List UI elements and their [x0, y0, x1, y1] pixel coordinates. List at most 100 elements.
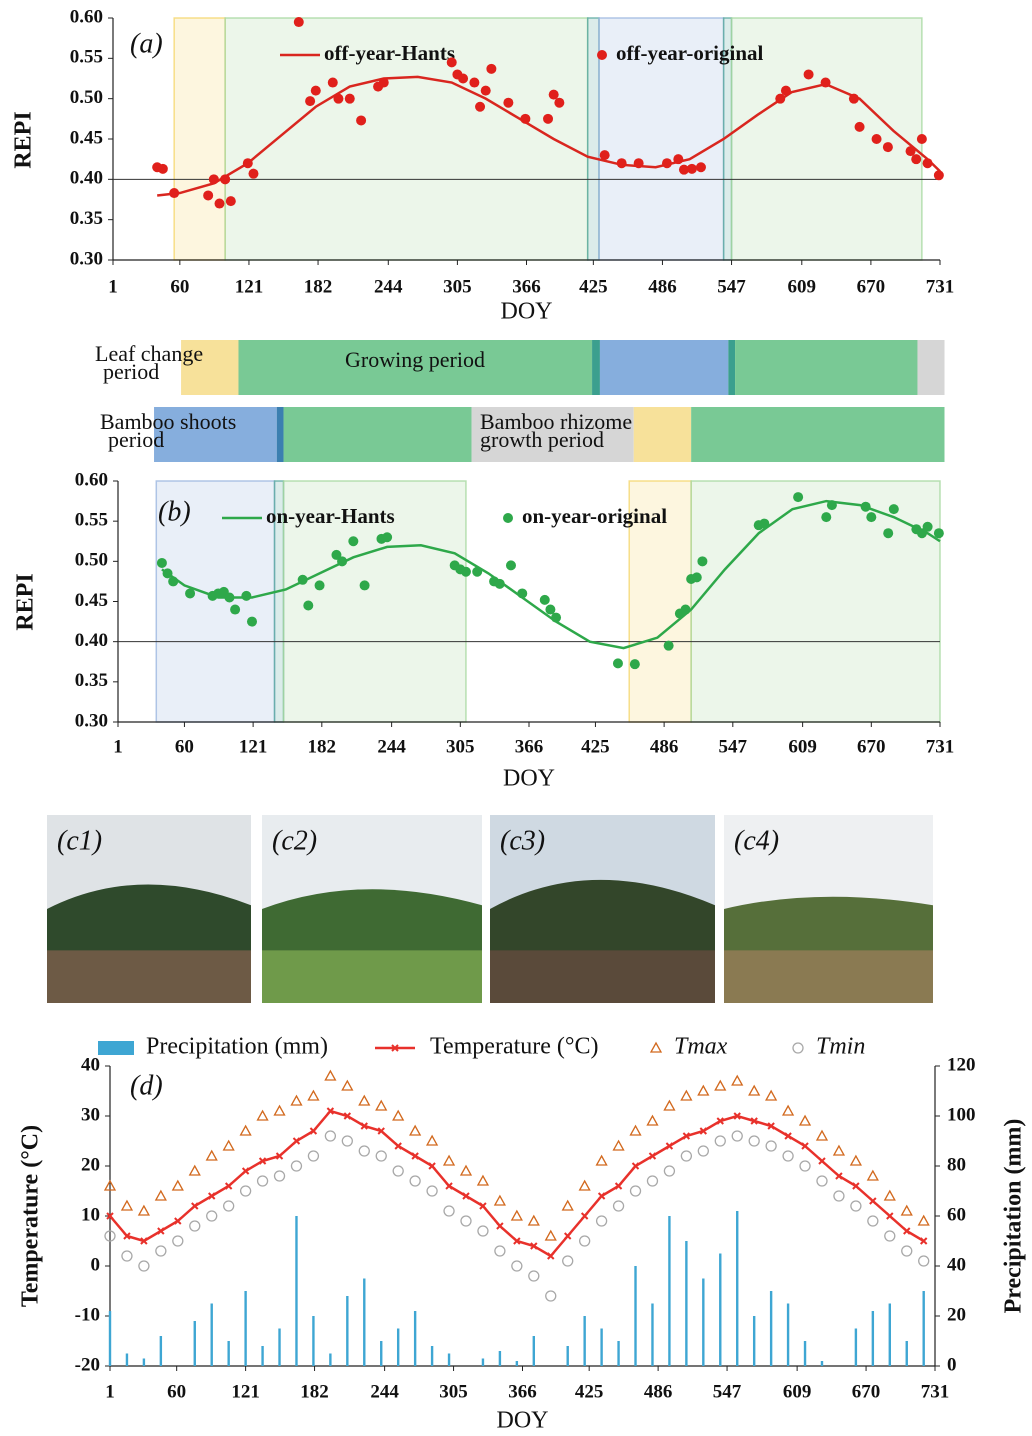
temp-marker	[733, 1112, 741, 1120]
period-band	[730, 17, 923, 261]
tmin-marker	[426, 1185, 438, 1197]
x-tick-label: 121	[235, 276, 264, 297]
tmin-marker	[816, 1175, 828, 1187]
point	[680, 604, 691, 615]
x-tick-label: 609	[783, 1381, 812, 1402]
y-tick-label: -10	[75, 1304, 100, 1325]
y-tick-label: 0.55	[70, 47, 103, 68]
point	[297, 574, 308, 585]
legend-swatch	[98, 1041, 134, 1055]
tmin-marker	[138, 1260, 150, 1272]
precip-bar	[346, 1296, 349, 1366]
period-segment	[917, 340, 945, 395]
point	[337, 556, 348, 567]
tmax-marker	[358, 1094, 371, 1106]
tmax-marker	[883, 1189, 896, 1201]
y-tick-label: 0.35	[75, 670, 108, 691]
y2-tick-label: 80	[947, 1154, 966, 1175]
photo-forest	[724, 896, 933, 956]
y-axis-label: REPI	[13, 573, 39, 630]
point	[759, 518, 770, 529]
point	[780, 85, 791, 96]
x-tick-label: 244	[374, 276, 403, 297]
temp-marker	[208, 1192, 216, 1200]
point	[305, 96, 316, 107]
point	[686, 163, 697, 174]
tmax-marker	[188, 1164, 201, 1176]
point	[480, 85, 491, 96]
temp-marker	[496, 1222, 504, 1230]
point	[905, 146, 916, 157]
photo: (c4)	[724, 815, 933, 1003]
photo: (c3)	[490, 815, 715, 1003]
tmin-marker	[104, 1230, 116, 1242]
temp-marker	[563, 1232, 572, 1240]
temp-marker	[360, 1122, 368, 1130]
precip-bar	[769, 1291, 773, 1366]
point	[169, 188, 180, 199]
period-label: Bamboo rhizome	[480, 409, 632, 434]
point	[520, 113, 531, 124]
legend-label: Tmin	[816, 1034, 865, 1060]
panel-label: (a)	[130, 28, 163, 59]
tmin-marker	[765, 1140, 777, 1152]
x-tick-label: 60	[167, 1381, 186, 1402]
point	[156, 557, 167, 568]
temp-marker	[157, 1227, 165, 1235]
temp-marker	[309, 1127, 318, 1135]
temp-marker	[886, 1212, 894, 1220]
point	[203, 190, 214, 201]
point	[933, 528, 944, 539]
precip-bar	[481, 1358, 485, 1366]
x-tick-label: 425	[575, 1381, 604, 1402]
tmin-marker	[172, 1235, 184, 1247]
temp-marker	[377, 1127, 385, 1135]
period-band	[224, 17, 589, 261]
x-tick-label: 425	[581, 736, 610, 757]
x-tick-label: 1	[108, 276, 118, 297]
x-tick-label: 366	[508, 1381, 537, 1402]
point	[922, 521, 933, 532]
y-tick-label: 0.30	[75, 710, 108, 731]
x-tick-label: 60	[175, 736, 194, 757]
tmin-marker	[189, 1220, 201, 1232]
tmax-marker	[798, 1114, 812, 1126]
tmin-marker	[792, 1042, 804, 1054]
tmin-marker	[477, 1225, 489, 1237]
point	[933, 170, 944, 181]
point	[458, 73, 469, 84]
point	[599, 150, 610, 161]
point	[241, 590, 252, 601]
tmin-marker	[256, 1175, 269, 1187]
period-band	[282, 480, 467, 723]
y2-tick-label: 0	[947, 1354, 957, 1375]
photo-label: (c3)	[500, 825, 545, 856]
tmin-marker	[324, 1130, 337, 1142]
precip-bar	[820, 1361, 824, 1366]
y-tick-label: 0.40	[70, 168, 103, 189]
x-tick-label: 182	[304, 276, 333, 297]
point	[883, 528, 894, 539]
point	[882, 142, 893, 153]
tmax-marker	[781, 1104, 795, 1116]
x-tick-label: 182	[300, 1381, 329, 1402]
tmax-marker	[748, 1084, 761, 1096]
point	[472, 566, 483, 577]
tmin-marker	[579, 1235, 591, 1247]
point	[494, 578, 505, 589]
tmin-marker	[341, 1135, 353, 1147]
photo-label: (c4)	[734, 825, 779, 856]
point	[293, 17, 304, 28]
temp-marker	[391, 1044, 399, 1052]
tmin-marker	[511, 1260, 523, 1272]
x-tick-label: 366	[512, 276, 541, 297]
photo-ground	[47, 950, 251, 1003]
legend-label: off-year-original	[616, 41, 764, 65]
period-band	[690, 480, 941, 723]
precip-bar	[786, 1303, 790, 1366]
x-axis-label: DOY	[497, 1408, 549, 1434]
temp-marker	[428, 1162, 436, 1170]
tmin-marker	[799, 1160, 811, 1172]
point	[157, 163, 168, 174]
point	[486, 63, 497, 74]
